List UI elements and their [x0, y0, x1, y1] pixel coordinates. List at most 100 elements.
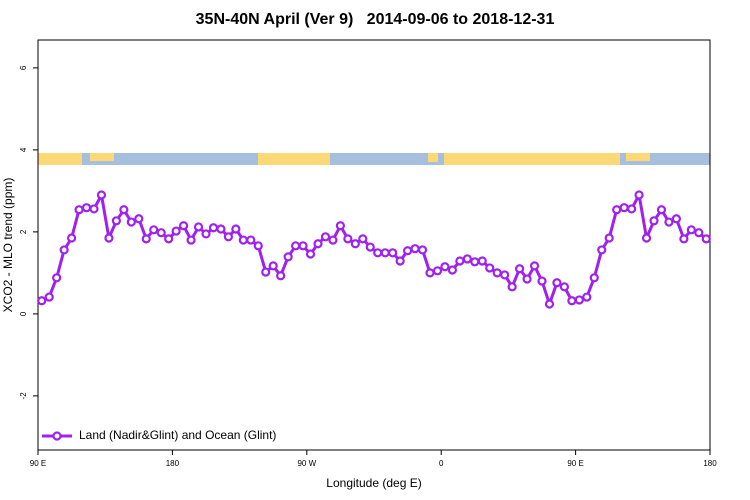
data-point — [246, 235, 256, 245]
data-point — [223, 232, 233, 242]
data-point — [567, 296, 577, 306]
data-point — [425, 268, 435, 278]
data-point — [298, 241, 308, 251]
data-point — [231, 224, 241, 234]
data-point — [514, 264, 525, 274]
data-point — [417, 245, 428, 255]
data-point — [656, 205, 667, 215]
data-point — [44, 292, 54, 302]
data-point — [81, 203, 92, 213]
data-point — [529, 261, 540, 271]
data-point — [552, 278, 562, 288]
data-point — [126, 217, 136, 227]
data-point — [432, 266, 443, 276]
x-tick-label: 90 E — [567, 459, 583, 468]
data-point — [291, 241, 301, 251]
data-point — [335, 221, 345, 231]
data-point — [612, 205, 622, 215]
x-tick-label: 180 — [166, 459, 180, 468]
data-point — [447, 265, 457, 275]
data-point — [350, 239, 360, 249]
data-point — [492, 268, 502, 278]
data-point — [156, 228, 166, 238]
y-tick-label: -2 — [19, 392, 28, 400]
data-point — [589, 273, 599, 283]
data-point — [701, 234, 711, 244]
data-point — [268, 261, 278, 271]
data-point — [694, 228, 704, 238]
data-point — [208, 223, 219, 233]
y-tick-label: 4 — [19, 147, 28, 152]
data-point — [626, 204, 637, 214]
data-point — [641, 233, 652, 243]
data-point — [37, 296, 47, 306]
data-point — [149, 225, 159, 235]
data-point — [328, 235, 338, 245]
data-point — [477, 256, 487, 266]
data-point — [671, 214, 682, 224]
data-point — [216, 224, 226, 234]
data-point — [634, 190, 644, 200]
data-point — [410, 244, 420, 254]
data-point — [134, 214, 144, 224]
data-point — [343, 234, 353, 244]
data-point — [164, 234, 174, 244]
data-point — [604, 233, 614, 243]
land-ocean-strip — [38, 153, 710, 165]
y-tick-label: 6 — [19, 65, 28, 70]
data-point — [462, 254, 472, 264]
data-point — [104, 233, 114, 243]
data-point — [500, 270, 510, 280]
data-point — [283, 252, 293, 262]
data-point — [59, 245, 69, 255]
data-point — [507, 282, 517, 292]
data-point — [179, 221, 189, 231]
data-point — [440, 262, 450, 272]
x-tick-label: 90 E — [30, 459, 46, 468]
data-point — [89, 204, 99, 214]
data-point — [485, 263, 495, 273]
data-point — [559, 282, 570, 292]
data-point — [305, 249, 316, 259]
data-point — [395, 256, 405, 266]
data-point — [582, 292, 592, 302]
data-point — [96, 190, 107, 200]
data-point — [649, 216, 659, 226]
y-axis-label: XCO2 - MLO trend (ppm) — [1, 178, 15, 313]
data-point — [388, 248, 398, 258]
data-point — [201, 229, 211, 239]
data-point — [141, 234, 151, 244]
data-point — [380, 248, 390, 258]
y-tick-label: 0 — [19, 311, 28, 316]
data-point — [320, 232, 331, 242]
data-point — [74, 205, 84, 215]
x-tick-label: 0 — [439, 459, 444, 468]
data-point — [664, 217, 674, 227]
data-point — [119, 205, 129, 215]
legend-marker — [52, 431, 62, 441]
x-tick-label: 180 — [703, 459, 717, 468]
data-point — [313, 239, 323, 249]
data-point — [171, 226, 181, 236]
data-point — [470, 257, 480, 267]
data-point — [679, 234, 689, 244]
data-point — [365, 242, 375, 252]
data-point — [537, 276, 547, 286]
x-axis-label: Longitude (deg E) — [326, 476, 421, 490]
data-point — [455, 256, 465, 266]
data-point — [253, 241, 263, 251]
data-point — [238, 235, 248, 245]
data-point — [261, 267, 271, 277]
data-point — [686, 225, 696, 235]
data-point — [522, 274, 532, 284]
data-point — [373, 248, 383, 258]
data-point — [403, 246, 413, 256]
data-point — [619, 203, 629, 213]
data-point — [544, 299, 555, 309]
data-point — [52, 273, 62, 283]
plot-frame — [37, 39, 711, 451]
data-point — [66, 233, 77, 243]
data-point — [597, 245, 607, 255]
data-point — [186, 235, 196, 245]
